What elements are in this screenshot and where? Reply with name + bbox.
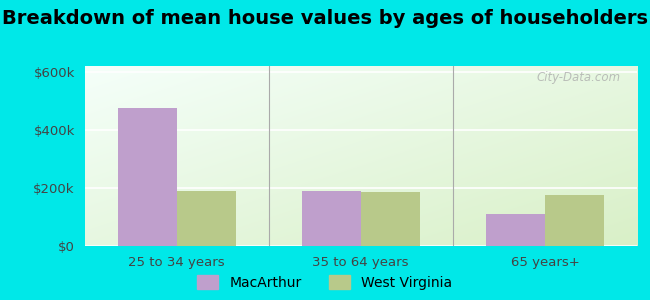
Legend: MacArthur, West Virginia: MacArthur, West Virginia — [198, 275, 452, 290]
Text: City-Data.com: City-Data.com — [536, 71, 620, 84]
Bar — [361, 192, 420, 246]
Bar — [545, 195, 604, 246]
Bar — [486, 214, 545, 246]
Bar — [177, 191, 235, 246]
Bar — [118, 108, 177, 246]
Bar — [302, 191, 361, 246]
Text: Breakdown of mean house values by ages of householders: Breakdown of mean house values by ages o… — [2, 9, 648, 28]
